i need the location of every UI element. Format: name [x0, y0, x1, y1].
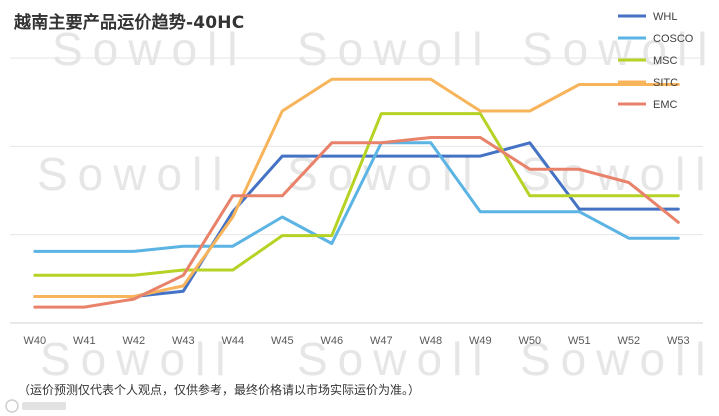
watermark-text: Sowoll	[37, 148, 233, 200]
watermark-layer: Sowoll Sowoll Sowoll Sowoll Sowoll Sowoll Sowo…	[37, 23, 718, 385]
watermark-text: Sowoll	[520, 333, 716, 385]
watermark-text: Sowoll	[52, 23, 248, 75]
legend-label: COSCO	[653, 33, 694, 45]
series-line-msc	[33, 112, 680, 277]
x-tick-label: W48	[419, 335, 442, 347]
legend-label: EMC	[653, 99, 678, 111]
grid-lines	[10, 57, 703, 324]
series-lines	[33, 77, 680, 309]
x-axis-ticks: W40 W41 W42 W43 W44 W45 W46 W47 W48 W49 W50 W51 W52 W…	[23, 335, 689, 347]
x-tick-label: W42	[122, 335, 145, 347]
corner-logo	[5, 399, 66, 413]
x-tick-label: W40	[23, 335, 46, 347]
legend-label: MSC	[653, 55, 678, 67]
x-tick-label: W52	[617, 335, 640, 347]
x-tick-label: W41	[73, 335, 96, 347]
x-tick-label: W43	[172, 335, 195, 347]
watermark-text: Sowoll	[522, 23, 718, 75]
series-line-cosco	[33, 141, 680, 253]
series-line-emc	[33, 136, 680, 309]
chart-title: 越南主要产品运价趋势-40HC	[14, 13, 245, 33]
watermark-text: Sowoll	[297, 333, 493, 385]
x-tick-label: W50	[518, 335, 541, 347]
watermark-text: Sowoll	[520, 148, 716, 200]
x-tick-label: W46	[320, 335, 343, 347]
watermark-text: Sowoll	[297, 23, 493, 75]
watermark-text: Sowoll	[40, 333, 236, 385]
x-tick-label: W44	[221, 335, 244, 347]
legend-label: WHL	[653, 11, 677, 23]
x-tick-label: W45	[271, 335, 294, 347]
x-tick-label: W53	[667, 335, 690, 347]
legend-label: SITC	[653, 77, 678, 89]
x-tick-label: W49	[469, 335, 492, 347]
x-tick-label: W51	[568, 335, 591, 347]
x-tick-label: W47	[370, 335, 393, 347]
disclaimer-footnote: （运价预测仅代表个人观点，仅供参考，最终价格请以市场实际运价为准。）	[18, 383, 421, 397]
legend: WHL COSCO MSC SITC EMC	[618, 11, 694, 111]
